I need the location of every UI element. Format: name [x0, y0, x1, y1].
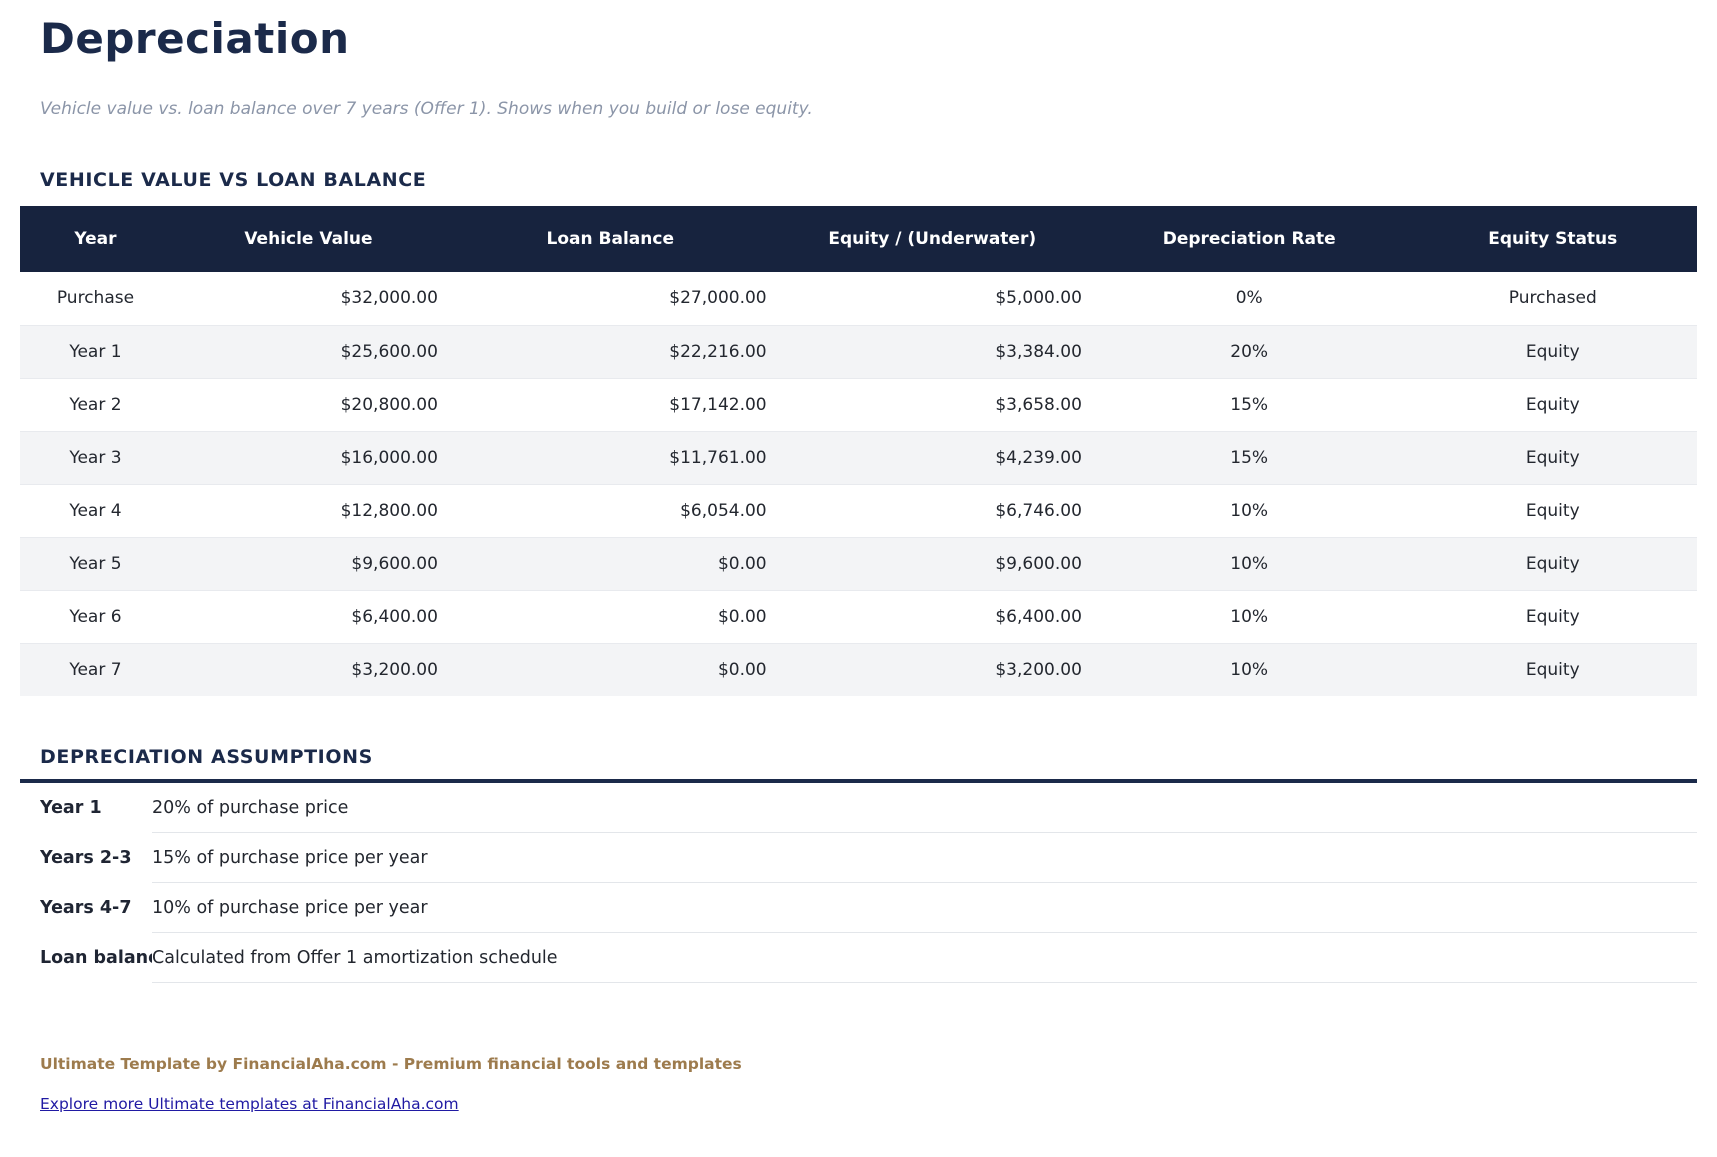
equity-cell: $5,000.00: [995, 288, 1082, 309]
equity-cell: $3,384.00: [995, 341, 1082, 362]
table-row-year-6: Year 6 $6,400.00 $0.00 $6,400.00 10% Equ…: [20, 590, 1697, 643]
vehicle-value-cell: $3,200.00: [351, 659, 438, 680]
table-row-purchase: Purchase $32,000.00 $27,000.00 $5,000.00…: [20, 272, 1697, 325]
equity-status-cell: Equity: [1525, 394, 1580, 415]
loan-balance-cell: $0.00: [717, 553, 767, 574]
vehicle-value-cell: $20,800.00: [340, 394, 438, 415]
assumption-label: Loan balance: [40, 948, 152, 968]
equity-status-cell: Equity: [1525, 500, 1580, 521]
loan-balance-cell: $27,000.00: [669, 288, 767, 309]
assumption-label: Years 2-3: [40, 848, 132, 868]
vehicle-value-cell: $25,600.00: [340, 341, 438, 362]
table-header-row: Year Vehicle Value Loan Balance Equity /…: [20, 206, 1697, 272]
column-header-equity: Equity / (Underwater): [774, 206, 1090, 272]
depreciation-rate-cell: 0%: [1235, 288, 1263, 309]
page-subtitle: Vehicle value vs. loan balance over 7 ye…: [40, 99, 813, 119]
table-row-year-3: Year 3 $16,000.00 $11,761.00 $4,239.00 1…: [20, 431, 1697, 484]
year-cell: Year 3: [69, 447, 122, 468]
page-title: Depreciation: [40, 14, 350, 63]
vehicle-value-cell: $12,800.00: [340, 500, 438, 521]
assumption-value: 15% of purchase price per year: [152, 833, 1697, 883]
footer-brand-line: Ultimate Template by FinancialAha.com - …: [40, 1055, 742, 1073]
year-cell: Year 2: [69, 394, 122, 415]
vehicle-value-cell: $32,000.00: [340, 288, 438, 309]
equity-status-cell: Equity: [1525, 553, 1580, 574]
loan-balance-cell: $0.00: [717, 606, 767, 627]
assumptions-list: Year 1 20% of purchase price Years 2-3 1…: [20, 783, 1697, 983]
table-row-year-7: Year 7 $3,200.00 $0.00 $3,200.00 10% Equ…: [20, 643, 1697, 696]
depreciation-table: Year Vehicle Value Loan Balance Equity /…: [20, 206, 1697, 696]
depreciation-rate-cell: 15%: [1230, 447, 1269, 468]
column-header-equity-status: Equity Status: [1408, 206, 1697, 272]
loan-balance-cell: $6,054.00: [680, 500, 767, 521]
year-cell: Year 6: [69, 606, 122, 627]
assumption-row-years-4-7: Years 4-7 10% of purchase price per year: [20, 883, 1697, 933]
column-header-depreciation-rate: Depreciation Rate: [1089, 206, 1409, 272]
equity-status-cell: Equity: [1525, 606, 1580, 627]
equity-cell: $3,658.00: [995, 394, 1082, 415]
assumption-value: 10% of purchase price per year: [152, 883, 1697, 933]
equity-cell: $6,400.00: [995, 606, 1082, 627]
assumption-value: 20% of purchase price: [152, 783, 1697, 833]
assumption-label: Year 1: [40, 798, 102, 818]
year-cell: Year 1: [69, 341, 122, 362]
report-page: Depreciation Vehicle value vs. loan bala…: [20, 14, 1697, 1113]
assumption-label: Years 4-7: [40, 898, 132, 918]
vehicle-value-cell: $6,400.00: [351, 606, 438, 627]
table-row-year-4: Year 4 $12,800.00 $6,054.00 $6,746.00 10…: [20, 484, 1697, 537]
footer: Ultimate Template by FinancialAha.com - …: [40, 1055, 1697, 1113]
assumption-row-loan-balance: Loan balance Calculated from Offer 1 amo…: [20, 933, 1697, 983]
equity-cell: $6,746.00: [995, 500, 1082, 521]
depreciation-rate-cell: 10%: [1230, 500, 1269, 521]
table-row-year-5: Year 5 $9,600.00 $0.00 $9,600.00 10% Equ…: [20, 537, 1697, 590]
assumption-row-years-2-3: Years 2-3 15% of purchase price per year: [20, 833, 1697, 883]
loan-balance-cell: $22,216.00: [669, 341, 767, 362]
loan-balance-cell: $17,142.00: [669, 394, 767, 415]
assumption-row-year-1: Year 1 20% of purchase price: [20, 783, 1697, 833]
year-cell: Year 7: [69, 659, 122, 680]
equity-status-cell: Equity: [1525, 447, 1580, 468]
column-header-loan-balance: Loan Balance: [445, 206, 775, 272]
equity-status-cell: Purchased: [1508, 288, 1597, 309]
equity-cell: $3,200.00: [995, 659, 1082, 680]
vehicle-value-cell: $9,600.00: [351, 553, 438, 574]
equity-cell: $9,600.00: [995, 553, 1082, 574]
equity-status-cell: Equity: [1525, 341, 1580, 362]
depreciation-rate-cell: 20%: [1230, 341, 1269, 362]
equity-status-cell: Equity: [1525, 659, 1580, 680]
equity-cell: $4,239.00: [995, 447, 1082, 468]
depreciation-rate-cell: 10%: [1230, 553, 1269, 574]
depreciation-rate-cell: 10%: [1230, 659, 1269, 680]
column-header-year: Year: [20, 206, 171, 272]
assumptions-top-rule: [20, 779, 1697, 783]
section-heading-depreciation-assumptions: DEPRECIATION ASSUMPTIONS: [40, 746, 373, 768]
vehicle-value-cell: $16,000.00: [340, 447, 438, 468]
loan-balance-cell: $0.00: [717, 659, 767, 680]
section-heading-vehicle-value-vs-loan-balance: VEHICLE VALUE VS LOAN BALANCE: [40, 169, 427, 191]
table-row-year-2: Year 2 $20,800.00 $17,142.00 $3,658.00 1…: [20, 378, 1697, 431]
column-header-vehicle-value: Vehicle Value: [170, 206, 446, 272]
year-cell: Year 4: [69, 500, 122, 521]
year-cell: Purchase: [56, 288, 135, 309]
assumption-value: Calculated from Offer 1 amortization sch…: [152, 933, 1697, 983]
depreciation-rate-cell: 15%: [1230, 394, 1269, 415]
depreciation-rate-cell: 10%: [1230, 606, 1269, 627]
year-cell: Year 5: [69, 553, 122, 574]
explore-templates-link[interactable]: Explore more Ultimate templates at Finan…: [40, 1095, 459, 1113]
table-row-year-1: Year 1 $25,600.00 $22,216.00 $3,384.00 2…: [20, 325, 1697, 378]
loan-balance-cell: $11,761.00: [669, 447, 767, 468]
